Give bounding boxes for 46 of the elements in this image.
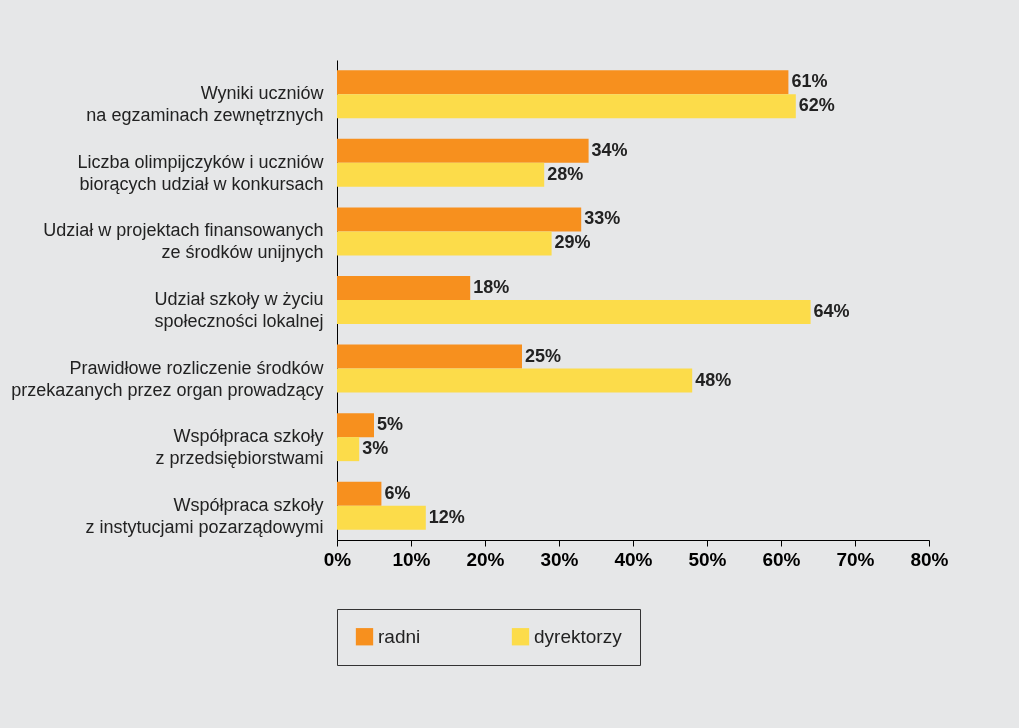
data-label: 29%: [554, 232, 591, 253]
bar: [337, 437, 360, 462]
legend-label: dyrektorzy: [534, 625, 623, 647]
bar: [337, 138, 589, 163]
data-label: 62%: [798, 95, 835, 116]
bar: [337, 231, 552, 256]
bar: [337, 368, 693, 393]
bar: [337, 481, 382, 506]
bar: [337, 344, 522, 369]
x-tick-label: 60%: [762, 548, 801, 570]
y-tick-label: Udział w projektach finansowanych ze środków unijnych: [43, 220, 324, 263]
data-label: 25%: [525, 345, 562, 366]
data-label: 34%: [591, 139, 628, 160]
x-tick-label: 10%: [392, 548, 431, 570]
data-label: 61%: [791, 71, 828, 92]
bar: [337, 413, 374, 438]
data-label: 33%: [584, 208, 621, 229]
x-tick-label: 0%: [323, 548, 352, 570]
x-tick-label: 70%: [836, 548, 875, 570]
x-tick-label: 80%: [910, 548, 949, 570]
bar: [337, 94, 796, 119]
x-tick-label: 40%: [614, 548, 653, 570]
y-tick-label: Współpraca szkoły z przedsiębiorstwami: [155, 426, 324, 469]
data-label: 48%: [695, 369, 732, 390]
data-label: 5%: [377, 414, 404, 435]
bar: [337, 505, 426, 530]
y-tick-label: Wyniki uczniów na egzaminach zewnętrznych: [86, 83, 325, 126]
x-tick-label: 50%: [688, 548, 727, 570]
data-label: 12%: [428, 506, 465, 527]
bar: [337, 70, 789, 95]
bar: [337, 207, 582, 232]
data-label: 64%: [813, 301, 850, 321]
x-tick-label: 30%: [540, 548, 579, 570]
x-tick-label: 20%: [466, 548, 505, 570]
data-label: 6%: [384, 482, 411, 503]
data-label: 28%: [547, 163, 584, 184]
data-label: 18%: [473, 277, 510, 297]
bar: [337, 300, 811, 324]
data-label: 3%: [362, 438, 389, 459]
legend-label: radni: [378, 625, 421, 647]
bar: [337, 162, 545, 187]
y-tick-label: Liczba olimpijczyków i uczniów biorących udział w konkursach: [77, 151, 325, 194]
y-tick-label: Prawidłowe rozliczenie środków przekazanych przez organ prowadzący: [11, 357, 325, 400]
y-tick-label: Współpraca szkoły z instytucjami pozarządowymi: [85, 494, 324, 537]
y-tick-label: Udział szkoły w życiu społeczności lokalnej: [154, 289, 324, 331]
bar: [337, 276, 471, 300]
